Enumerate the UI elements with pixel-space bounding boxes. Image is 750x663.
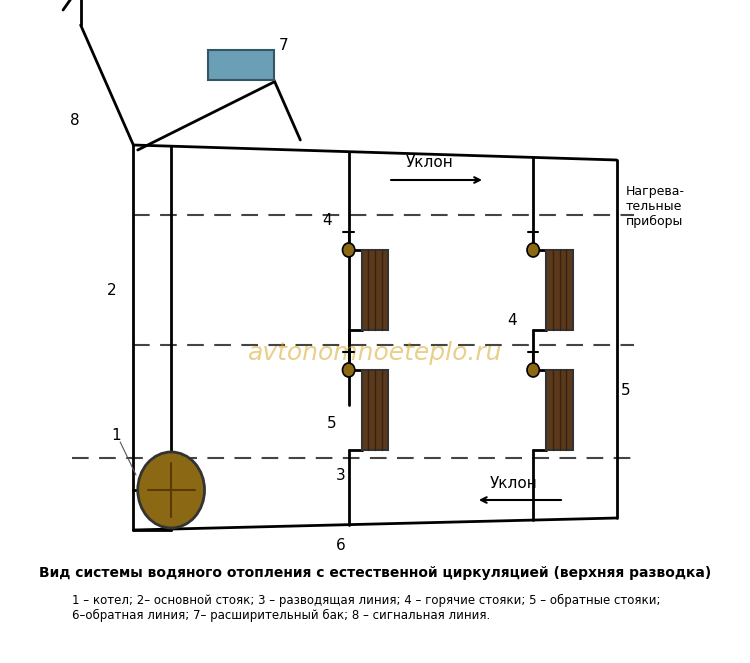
Text: 5: 5 — [327, 416, 336, 431]
Circle shape — [527, 243, 539, 257]
Circle shape — [138, 452, 205, 528]
Text: 1 – котел; 2– основной стояк; 3 – разводящая линия; 4 – горячие стояки; 5 – обра: 1 – котел; 2– основной стояк; 3 – развод… — [72, 594, 660, 622]
Circle shape — [343, 363, 355, 377]
Bar — [362, 370, 388, 450]
Bar — [546, 250, 573, 330]
Circle shape — [527, 363, 539, 377]
Text: Вид системы водяного отопления с естественной циркуляцией (верхняя разводка): Вид системы водяного отопления с естеств… — [39, 566, 711, 580]
Text: Нагрева-
тельные
приборы: Нагрева- тельные приборы — [626, 185, 685, 228]
Bar — [208, 50, 274, 80]
Bar — [362, 250, 388, 330]
Text: avtonomnoeteplo.ru: avtonomnoeteplo.ru — [248, 341, 502, 365]
Text: 8: 8 — [70, 113, 80, 128]
Text: Уклон: Уклон — [489, 476, 537, 491]
Text: 6: 6 — [335, 538, 345, 553]
Text: 3: 3 — [335, 468, 345, 483]
Text: 4: 4 — [507, 313, 517, 328]
Circle shape — [343, 243, 355, 257]
Text: 1: 1 — [112, 428, 121, 443]
Bar — [546, 370, 573, 450]
Text: Уклон: Уклон — [406, 155, 454, 170]
Text: 7: 7 — [278, 38, 288, 53]
Text: 2: 2 — [107, 283, 117, 298]
Text: 5: 5 — [621, 383, 631, 398]
Text: 4: 4 — [322, 213, 332, 228]
